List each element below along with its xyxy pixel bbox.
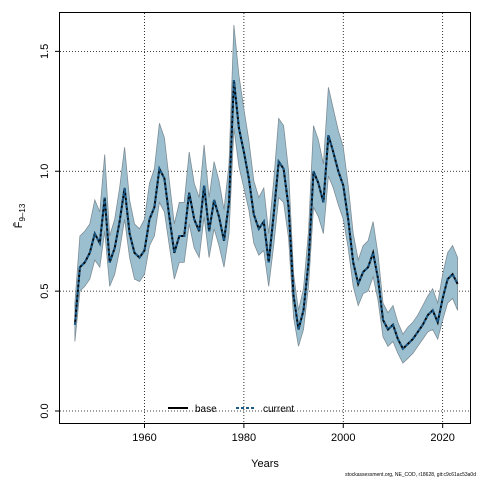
plot-frame	[59, 12, 471, 424]
y-axis-title-main: F̄	[12, 221, 25, 228]
confidence-band	[74, 24, 459, 364]
x-tick-label: 2000	[331, 432, 355, 444]
y-axis-title: F̄9–13	[12, 203, 27, 228]
y-tick-label: 1.5	[39, 44, 51, 59]
footer-text: stockassessment.org, NE_COD, r18628, git…	[345, 472, 476, 478]
series-lines	[73, 79, 459, 351]
series-line-current	[73, 79, 459, 351]
legend-label-current: current	[263, 404, 294, 415]
y-tick-label: 0.0	[39, 403, 51, 418]
x-tick-label: 1960	[132, 432, 156, 444]
y-axis: 0.0 0.5 1.0 1.5	[39, 44, 60, 419]
x-tick-label: 1980	[232, 432, 256, 444]
legend: base current	[168, 404, 294, 415]
y-axis-title-sub: 9–13	[18, 203, 27, 221]
confidence-band-area	[74, 24, 459, 364]
x-tick-label: 2020	[430, 432, 454, 444]
y-tick-label: 0.5	[39, 283, 51, 298]
legend-label-base: base	[195, 404, 217, 415]
x-axis-title: Years	[251, 458, 279, 470]
y-tick-label: 1.0	[39, 164, 51, 179]
svg-text:F̄9–13: F̄9–13	[12, 203, 27, 228]
x-axis: 1960 1980 2000 2020	[132, 423, 455, 444]
